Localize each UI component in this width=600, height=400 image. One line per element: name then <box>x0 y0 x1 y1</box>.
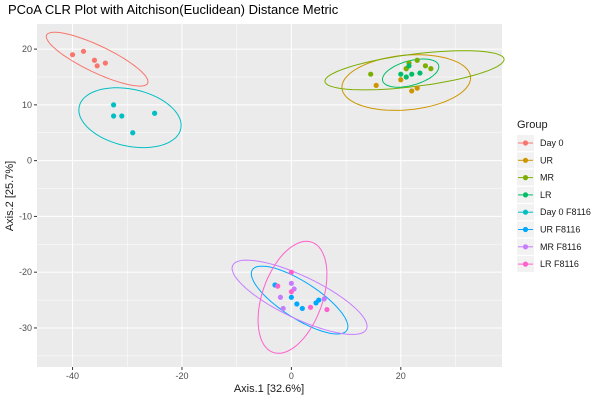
y-tick-label: -30 <box>19 323 32 333</box>
ellipse-mr-f8116 <box>231 259 368 335</box>
point-lr-f8116 <box>275 283 281 289</box>
point-ur-f8116 <box>294 301 300 307</box>
point-lr-f8116 <box>307 304 314 310</box>
chart-title: PCoA CLR Plot with Aitchison(Euclidean) … <box>8 2 339 17</box>
ellipse-day-0-f8116 <box>78 87 182 149</box>
point-ur <box>409 88 415 94</box>
point-lr <box>398 71 404 77</box>
x-tick-label: 20 <box>396 371 406 381</box>
confidence-ellipses <box>45 31 505 354</box>
ellipse-lr <box>382 58 440 88</box>
point-lr <box>403 74 409 80</box>
point-mr <box>428 66 434 72</box>
point-day-0-f8116 <box>119 113 125 119</box>
legend-title: Group <box>517 119 548 131</box>
y-tick-label: 0 <box>27 156 32 166</box>
grid-lines <box>37 24 502 367</box>
point-lr-f8116 <box>288 289 294 295</box>
legend-dot-day-0 <box>522 140 529 146</box>
point-mr <box>414 57 420 63</box>
y-tick-label: 10 <box>22 100 32 110</box>
point-mr <box>368 71 374 77</box>
point-lr <box>406 63 412 69</box>
legend-label-lr-f8116: LR F8116 <box>540 259 579 269</box>
legend-dot-lr-f8116 <box>522 261 529 267</box>
point-mr-f8116 <box>277 294 284 300</box>
legend-label-ur-f8116: UR F8116 <box>540 225 580 235</box>
point-lr <box>409 71 415 77</box>
x-tick-label: -20 <box>175 371 188 381</box>
point-mr-f8116 <box>280 305 286 312</box>
y-tick-label: -10 <box>19 211 32 221</box>
legend-label-ur: UR <box>540 155 553 165</box>
point-day-0 <box>91 57 98 63</box>
point-ur-f8116 <box>299 305 305 312</box>
axis-ticks: -40 -20 0 20 -30 -20 -10 0 10 20 <box>19 44 406 381</box>
point-day-0-f8116 <box>110 102 117 108</box>
point-ur <box>373 82 379 88</box>
point-day-0 <box>94 63 100 69</box>
x-axis-title: Axis.1 [32.6%] <box>234 383 304 395</box>
legend-label-day-0-f8116: Day 0 F8116 <box>540 207 591 217</box>
x-tick-label: -40 <box>66 371 79 381</box>
point-day-0-f8116 <box>130 130 136 136</box>
ellipse-lr-f8116 <box>257 240 328 354</box>
y-tick-label: 20 <box>22 44 32 54</box>
point-day-0-f8116 <box>152 110 158 116</box>
point-mr-f8116 <box>288 280 294 286</box>
point-lr-f8116 <box>324 306 330 313</box>
ellipse-mr <box>324 50 505 91</box>
legend-dot-day-0-f8116 <box>522 209 529 215</box>
point-day-0 <box>69 52 76 58</box>
point-mr <box>422 63 429 69</box>
point-day-0 <box>80 48 87 54</box>
legend-dot-lr <box>522 192 529 198</box>
y-tick-label: -20 <box>19 267 32 277</box>
point-lr-f8116 <box>288 269 294 275</box>
legend-label-lr: LR <box>540 190 552 200</box>
y-axis-title: Axis.2 [25.7%] <box>4 161 16 231</box>
point-ur <box>414 85 420 91</box>
plot-panel <box>37 24 502 367</box>
legend-dot-ur <box>522 157 529 163</box>
legend-dot-mr <box>522 175 529 181</box>
point-ur-f8116 <box>316 297 322 303</box>
legend-label-mr-f8116: MR F8116 <box>540 242 581 252</box>
ellipse-ur-f8116 <box>250 265 349 335</box>
legend-label-mr: MR <box>540 173 554 183</box>
point-day-0 <box>102 60 108 66</box>
point-ur-f8116 <box>288 294 294 300</box>
x-tick-label: 0 <box>289 371 294 381</box>
legend-dot-mr-f8116 <box>522 244 529 250</box>
data-points <box>69 48 434 313</box>
legend-dot-ur-f8116 <box>522 226 529 233</box>
legend-label-day-0: Day 0 <box>540 138 564 148</box>
legend: Group Day 0 UR MR LR Day 0 F8116 UR F8116 MR F… <box>517 119 591 273</box>
point-ur <box>398 77 404 83</box>
point-day-0-f8116 <box>110 113 117 119</box>
point-lr <box>417 70 423 76</box>
point-mr-f8116 <box>321 296 327 302</box>
ellipse-day-0 <box>45 31 149 87</box>
